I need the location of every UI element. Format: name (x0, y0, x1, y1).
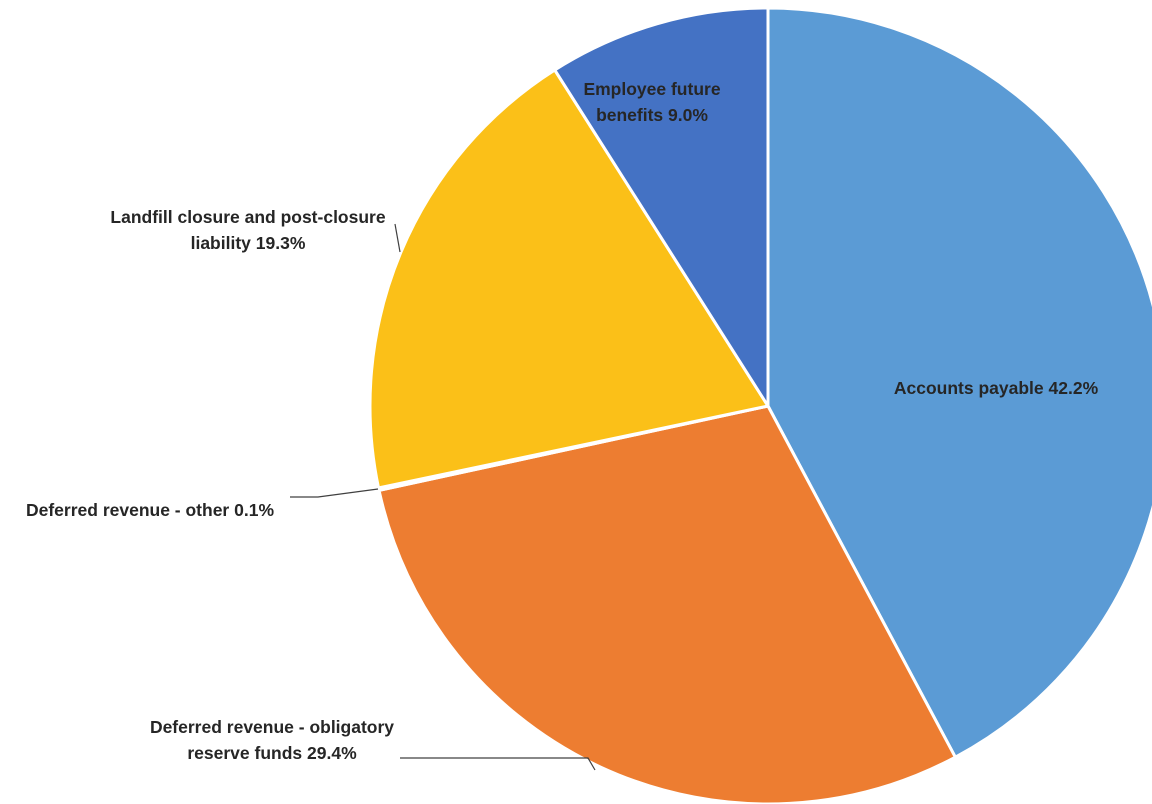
label-name: Employee future benefits (583, 79, 721, 125)
pie-slice (553, 6, 770, 408)
label-name: Deferred revenue - obligatory reserve fu… (149, 717, 395, 763)
leader-line (290, 488, 379, 498)
data-label: Deferred revenue - obligatory reserve fu… (142, 714, 402, 766)
label-value: 42.2% (1048, 378, 1099, 398)
data-label: Landfill closure and post-closure liabil… (93, 204, 403, 256)
pie-slice (766, 6, 1152, 759)
label-name: Deferred revenue - other (25, 500, 230, 520)
label-name: Landfill closure and post-closure liabil… (110, 207, 386, 253)
pie-slice (368, 68, 770, 490)
label-value: 9.0% (668, 105, 708, 125)
label-value: 19.3% (255, 233, 306, 253)
leader-line (400, 757, 596, 771)
leader-line (394, 223, 401, 253)
label-value: 29.4% (307, 743, 357, 763)
pie-slice (377, 404, 957, 804)
data-label: Accounts payable 42.2% (836, 375, 1152, 401)
label-value: 0.1% (234, 500, 275, 520)
label-name: Accounts payable (893, 378, 1044, 398)
slices (368, 6, 1152, 804)
data-label: Employee future benefits 9.0% (557, 76, 747, 128)
data-label: Deferred revenue - other 0.1% (5, 497, 295, 523)
